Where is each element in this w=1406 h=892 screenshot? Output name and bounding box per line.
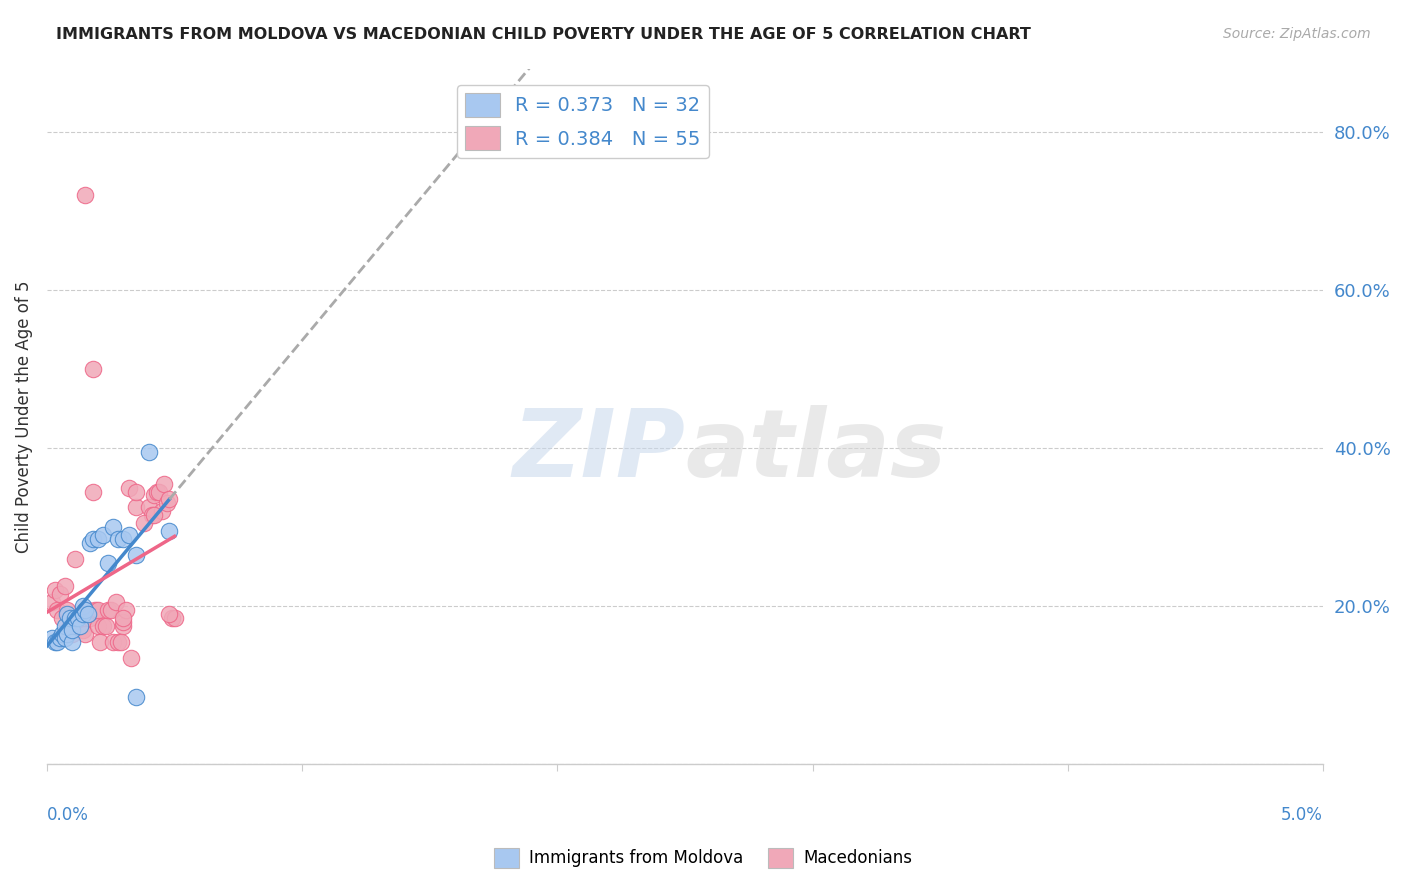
- Point: [117, 481, 139, 495]
- Point: [75, 627, 97, 641]
- Point: [53, 631, 76, 645]
- Point: [104, 595, 127, 609]
- Point: [160, 611, 183, 625]
- Point: [51, 627, 73, 641]
- Text: 0.0%: 0.0%: [46, 806, 89, 824]
- Point: [143, 488, 166, 502]
- Text: IMMIGRANTS FROM MOLDOVA VS MACEDONIAN CHILD POVERTY UNDER THE AGE OF 5 CORRELATI: IMMIGRANTS FROM MOLDOVA VS MACEDONIAN CH…: [56, 27, 1031, 42]
- Point: [112, 615, 135, 629]
- Point: [115, 603, 138, 617]
- Point: [112, 619, 135, 633]
- Point: [150, 504, 173, 518]
- Point: [138, 445, 160, 459]
- Y-axis label: Child Poverty Under the Age of 5: Child Poverty Under the Age of 5: [15, 280, 32, 553]
- Point: [107, 634, 129, 648]
- Point: [138, 500, 160, 515]
- Point: [66, 611, 89, 625]
- Point: [97, 556, 120, 570]
- Point: [44, 583, 66, 598]
- Point: [66, 619, 89, 633]
- Point: [87, 603, 110, 617]
- Legend: Immigrants from Moldova, Macedonians: Immigrants from Moldova, Macedonians: [488, 841, 918, 875]
- Point: [112, 611, 135, 625]
- Point: [63, 551, 86, 566]
- Point: [132, 516, 155, 530]
- Point: [125, 500, 148, 515]
- Point: [84, 603, 107, 617]
- Point: [125, 690, 148, 704]
- Text: atlas: atlas: [685, 405, 946, 497]
- Point: [91, 528, 114, 542]
- Point: [62, 627, 84, 641]
- Point: [56, 607, 79, 621]
- Text: 5.0%: 5.0%: [1281, 806, 1323, 824]
- Point: [75, 603, 97, 617]
- Point: [48, 631, 70, 645]
- Point: [44, 634, 66, 648]
- Point: [157, 492, 180, 507]
- Point: [87, 532, 110, 546]
- Point: [72, 599, 94, 614]
- Point: [46, 603, 69, 617]
- Point: [145, 484, 167, 499]
- Point: [157, 524, 180, 538]
- Legend: R = 0.373   N = 32, R = 0.384   N = 55: R = 0.373 N = 32, R = 0.384 N = 55: [457, 86, 709, 158]
- Point: [94, 619, 117, 633]
- Point: [62, 634, 84, 648]
- Point: [56, 603, 79, 617]
- Point: [163, 611, 186, 625]
- Point: [110, 634, 132, 648]
- Point: [143, 508, 166, 523]
- Point: [46, 634, 69, 648]
- Point: [48, 587, 70, 601]
- Point: [107, 532, 129, 546]
- Point: [82, 362, 104, 376]
- Point: [100, 603, 122, 617]
- Point: [63, 611, 86, 625]
- Point: [59, 611, 82, 625]
- Point: [75, 611, 97, 625]
- Point: [62, 615, 84, 629]
- Point: [97, 603, 120, 617]
- Point: [79, 536, 101, 550]
- Point: [56, 627, 79, 641]
- Point: [72, 607, 94, 621]
- Text: Source: ZipAtlas.com: Source: ZipAtlas.com: [1223, 27, 1371, 41]
- Point: [76, 607, 98, 621]
- Point: [141, 508, 163, 523]
- Point: [53, 579, 76, 593]
- Point: [82, 484, 104, 499]
- Point: [76, 603, 98, 617]
- Point: [69, 619, 91, 633]
- Point: [41, 631, 63, 645]
- Point: [125, 484, 148, 499]
- Point: [62, 623, 84, 637]
- Point: [89, 634, 111, 648]
- Point: [148, 484, 170, 499]
- Point: [53, 619, 76, 633]
- Point: [41, 595, 63, 609]
- Point: [69, 619, 91, 633]
- Point: [112, 532, 135, 546]
- Point: [59, 619, 82, 633]
- Point: [91, 619, 114, 633]
- Point: [156, 496, 179, 510]
- Point: [157, 607, 180, 621]
- Point: [125, 548, 148, 562]
- Point: [82, 532, 104, 546]
- Point: [79, 611, 101, 625]
- Point: [117, 528, 139, 542]
- Point: [103, 634, 125, 648]
- Point: [75, 188, 97, 202]
- Point: [103, 520, 125, 534]
- Point: [72, 623, 94, 637]
- Point: [51, 611, 73, 625]
- Point: [87, 619, 110, 633]
- Point: [120, 650, 142, 665]
- Text: ZIP: ZIP: [512, 405, 685, 497]
- Point: [153, 476, 176, 491]
